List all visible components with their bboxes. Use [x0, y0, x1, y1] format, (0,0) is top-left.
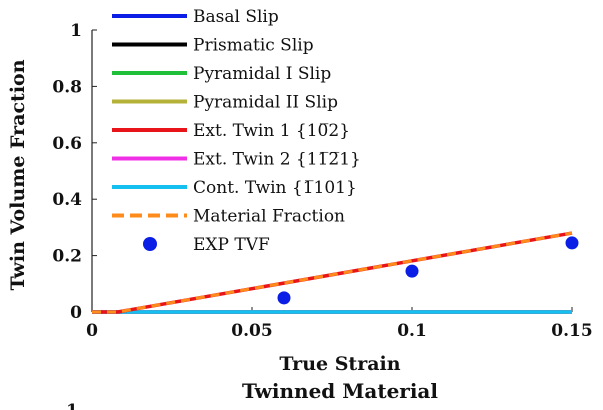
legend: Basal Slip Prismatic Slip Pyramidal I Slip…	[112, 7, 361, 255]
legend-entry-label: Ext. Twin 2 {11̅2̅1}	[193, 150, 361, 170]
legend-marker	[143, 237, 157, 251]
legend-entry-label: Cont. Twin {1̅101}	[193, 178, 357, 198]
legend-entry-label: Basal Slip	[193, 7, 279, 27]
data-points	[277, 236, 579, 305]
y-tick-label: 0.6	[52, 134, 82, 154]
x-tick-label: 0.05	[231, 321, 272, 341]
x-tick-label: 0	[86, 321, 98, 341]
y-ticks: 0 0.2 0.4 0.6 0.8 1	[52, 21, 97, 323]
x-tick-label: 0.1	[397, 321, 427, 341]
chart-caption: Twinned Material	[242, 379, 438, 403]
data-point	[405, 264, 419, 278]
x-tick-label: 0.15	[551, 321, 592, 341]
legend-entry-label: EXP TVF	[193, 235, 270, 255]
y-tick-label: 1	[70, 21, 82, 41]
y-tick-label: 0	[70, 303, 82, 323]
legend-entry-label: Material Fraction	[193, 207, 345, 227]
series-lines	[92, 231, 573, 314]
data-point	[277, 291, 291, 305]
clipped-tick-label: 1	[66, 401, 78, 410]
y-axis-label: Twin Volume Fraction	[7, 59, 29, 290]
legend-entry-label: Pyramidal II Slip	[193, 93, 338, 113]
legend-entry-label: Pyramidal I Slip	[193, 64, 331, 84]
y-tick-label: 0.8	[52, 77, 82, 97]
x-axis-label: True Strain	[279, 353, 400, 375]
series-line	[92, 231, 573, 314]
x-ticks: 0 0.05 0.1 0.15	[86, 307, 593, 341]
y-tick-label: 0.4	[52, 190, 82, 210]
legend-entry-label: Prismatic Slip	[193, 36, 314, 56]
data-point	[565, 236, 579, 250]
y-tick-label: 0.2	[52, 247, 82, 267]
legend-entry-label: Ext. Twin 1 {10̅2}	[193, 121, 350, 141]
